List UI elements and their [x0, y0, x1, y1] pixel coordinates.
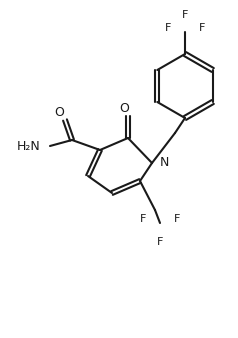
Text: F: F	[140, 214, 146, 224]
Text: F: F	[165, 23, 171, 33]
Text: N: N	[160, 156, 169, 169]
Text: O: O	[54, 105, 64, 119]
Text: F: F	[199, 23, 205, 33]
Text: F: F	[182, 10, 188, 20]
Text: F: F	[157, 237, 163, 247]
Text: H₂N: H₂N	[16, 140, 40, 152]
Text: F: F	[174, 214, 180, 224]
Text: O: O	[119, 101, 129, 115]
